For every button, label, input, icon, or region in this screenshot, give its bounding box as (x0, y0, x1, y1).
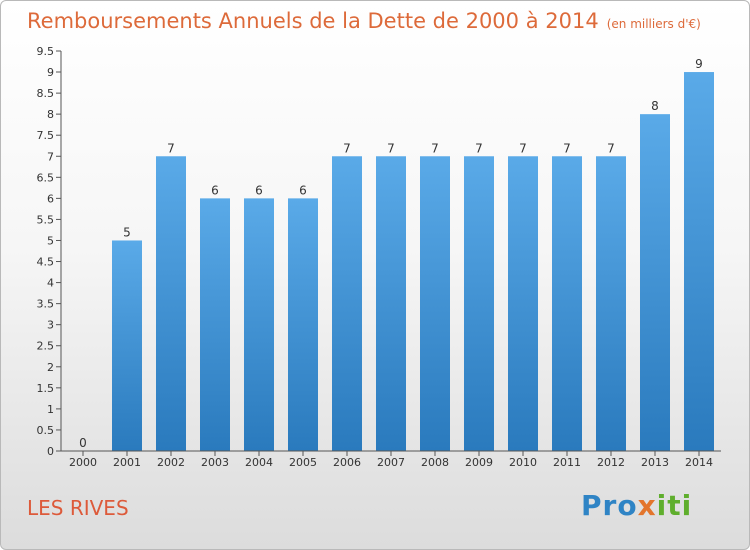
bar-2005 (288, 198, 318, 451)
bar-2003 (200, 198, 230, 451)
y-tick-label: 9.5 (37, 45, 55, 58)
bar-2009 (464, 156, 494, 451)
value-label: 6 (255, 183, 263, 197)
y-tick-label: 3 (47, 319, 54, 332)
bar-2008 (420, 156, 450, 451)
chart-unit: (en milliers d'€) (606, 17, 701, 31)
y-tick-label: 5.5 (37, 213, 55, 226)
y-tick-label: 6 (47, 192, 54, 205)
x-tick-label: 2004 (245, 456, 273, 469)
y-tick-label: 6.5 (37, 171, 55, 184)
bar-2014 (684, 72, 714, 451)
bar-2006 (332, 156, 362, 451)
proxiti-logo: Proxiti (581, 489, 692, 522)
bars (112, 72, 714, 451)
y-tick-label: 0.5 (37, 424, 55, 437)
axes: 0 0.5 1 1.5 2 2.5 3 3.5 4 4.5 5 5.5 6 6.5 7 7.5 8 8.5 9 9.5… (37, 45, 721, 469)
value-label: 7 (475, 141, 483, 155)
value-label: 6 (211, 183, 219, 197)
y-tick-label: 9 (47, 66, 54, 79)
commune-name: LES RIVES (27, 496, 129, 520)
y-tick-label: 2.5 (37, 340, 55, 353)
value-label: 8 (651, 99, 659, 113)
bar-2002 (156, 156, 186, 451)
y-tick-label: 4.5 (37, 256, 55, 269)
x-tick-label: 2003 (201, 456, 229, 469)
chart-title: Remboursements Annuels de la Dette de 20… (27, 9, 701, 33)
value-label: 5 (123, 225, 131, 239)
x-tick-label: 2013 (641, 456, 669, 469)
x-tick-label: 2012 (597, 456, 625, 469)
y-tick-label: 8 (47, 108, 54, 121)
x-tick-label: 2006 (333, 456, 361, 469)
y-tick-label: 0 (47, 445, 54, 458)
x-tick-label: 2002 (157, 456, 185, 469)
bar-2011 (552, 156, 582, 451)
value-label: 7 (387, 141, 395, 155)
y-tick-label: 5 (47, 234, 54, 247)
y-tick-label: 7 (47, 150, 54, 163)
value-label: 7 (167, 141, 175, 155)
x-tick-label: 2014 (685, 456, 713, 469)
value-label: 7 (519, 141, 527, 155)
value-label: 7 (343, 141, 351, 155)
bar-2010 (508, 156, 538, 451)
x-tick-label: 2001 (113, 456, 141, 469)
x-tick-label: 2000 (69, 456, 97, 469)
value-label: 7 (431, 141, 439, 155)
x-tick-label: 2005 (289, 456, 317, 469)
y-tick-label: 3.5 (37, 298, 55, 311)
bar-2007 (376, 156, 406, 451)
value-label: 0 (79, 436, 87, 450)
x-tick-label: 2011 (553, 456, 581, 469)
value-label: 9 (695, 57, 703, 71)
logo-part-1: Pro (581, 489, 638, 522)
y-tick-label: 7.5 (37, 129, 55, 142)
bar-2013 (640, 114, 670, 451)
y-tick-label: 4 (47, 277, 54, 290)
bar-2012 (596, 156, 626, 451)
y-tick-label: 1.5 (37, 382, 55, 395)
chart-title-text: Remboursements Annuels de la Dette de 20… (27, 9, 599, 33)
logo-part-3: iti (656, 489, 693, 522)
x-tick-label: 2009 (465, 456, 493, 469)
bar-2001 (112, 240, 142, 451)
x-tick-label: 2010 (509, 456, 537, 469)
value-label: 7 (563, 141, 571, 155)
y-tick-label: 8.5 (37, 87, 55, 100)
bar-2004 (244, 198, 274, 451)
x-tick-label: 2007 (377, 456, 405, 469)
value-label: 7 (607, 141, 615, 155)
logo-part-2: x (637, 489, 657, 522)
y-tick-label: 2 (47, 361, 54, 374)
y-tick-label: 1 (47, 403, 54, 416)
x-tick-label: 2008 (421, 456, 449, 469)
value-label: 6 (299, 183, 307, 197)
